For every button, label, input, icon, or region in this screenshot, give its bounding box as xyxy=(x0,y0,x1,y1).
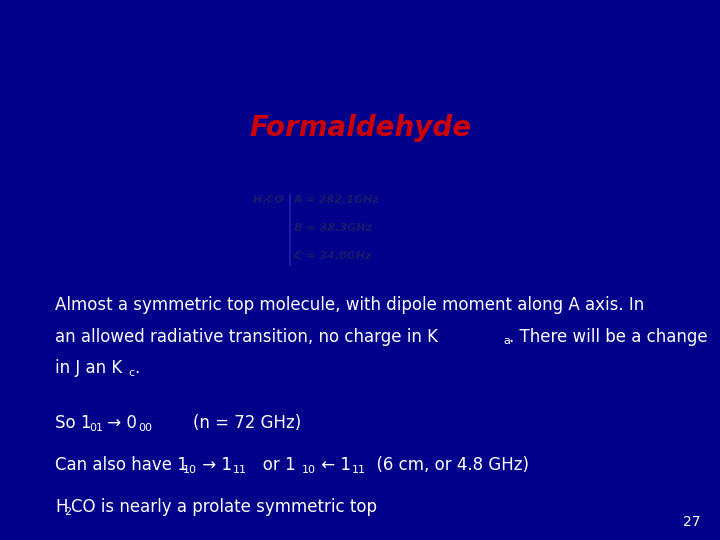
Text: So 1: So 1 xyxy=(55,414,91,431)
Text: C = 34.0GHz: C = 34.0GHz xyxy=(294,251,372,261)
Text: c: c xyxy=(128,368,134,378)
Text: 10: 10 xyxy=(183,464,197,475)
Text: H₂CO: H₂CO xyxy=(253,195,285,205)
Text: Can also have 1: Can also have 1 xyxy=(55,456,188,474)
Text: 11: 11 xyxy=(233,464,247,475)
Text: 27: 27 xyxy=(683,515,700,529)
Text: CO is nearly a prolate symmetric top: CO is nearly a prolate symmetric top xyxy=(71,497,377,516)
Text: 11: 11 xyxy=(352,464,366,475)
Text: .: . xyxy=(134,359,139,377)
Text: H: H xyxy=(55,497,68,516)
Text: 00: 00 xyxy=(138,423,152,433)
Text: or 1: or 1 xyxy=(247,456,296,474)
Text: . There will be a change: . There will be a change xyxy=(509,327,708,346)
Text: 2: 2 xyxy=(64,507,71,517)
Text: → 1: → 1 xyxy=(197,456,232,474)
Text: an allowed radiative transition, no charge in K: an allowed radiative transition, no char… xyxy=(55,327,438,346)
Text: Almost a symmetric top molecule, with dipole moment along A axis. In: Almost a symmetric top molecule, with di… xyxy=(55,296,644,314)
Text: A = 282.1GHz: A = 282.1GHz xyxy=(294,195,380,205)
Text: 10: 10 xyxy=(302,464,316,475)
Text: Formaldehyde: Formaldehyde xyxy=(249,114,471,142)
Text: (n = 72 GHz): (n = 72 GHz) xyxy=(151,414,301,431)
Text: 01: 01 xyxy=(89,423,103,433)
Text: → 0: → 0 xyxy=(102,414,137,431)
Text: (6 cm, or 4.8 GHz): (6 cm, or 4.8 GHz) xyxy=(366,456,529,474)
Text: ← 1: ← 1 xyxy=(316,456,351,474)
Text: a: a xyxy=(503,336,510,347)
Text: B = 38.3GHz: B = 38.3GHz xyxy=(294,223,372,233)
Text: in J an K: in J an K xyxy=(55,359,122,377)
